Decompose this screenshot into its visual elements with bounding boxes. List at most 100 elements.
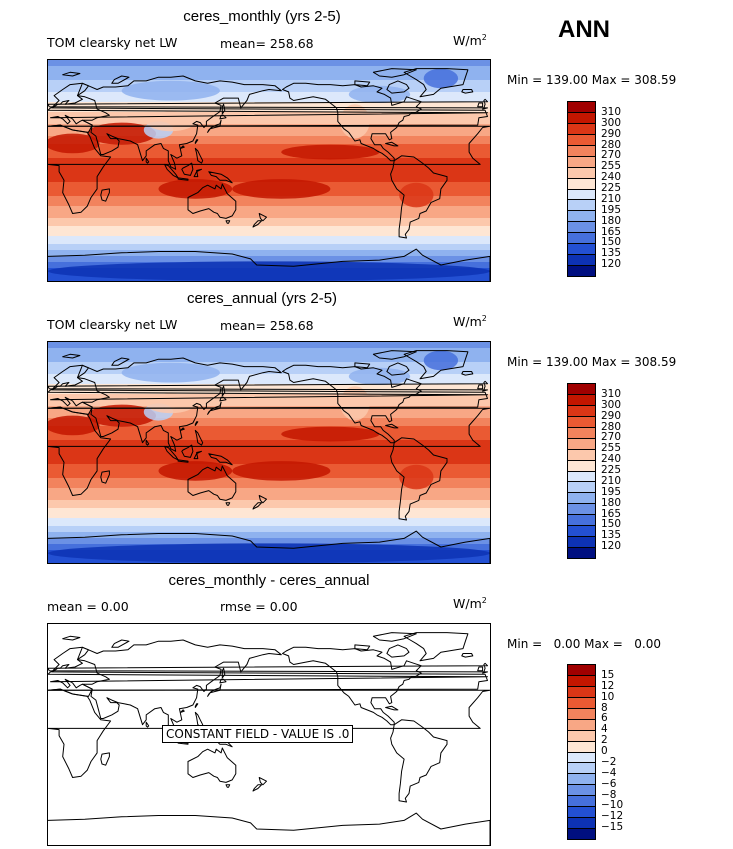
field-band: [48, 126, 490, 129]
field-band: [48, 174, 490, 177]
field-band: [48, 158, 490, 161]
coastline-novaya: [111, 357, 130, 366]
coastline-greenland: [403, 68, 469, 98]
colorbar-tick-label: 6: [601, 712, 608, 725]
coastline-svalbard: [62, 71, 81, 77]
field-band: [48, 202, 490, 205]
coastline-ellesmere: [372, 350, 417, 360]
coastline-borneo: [181, 162, 194, 176]
field-band: [48, 494, 490, 497]
coastline-japan2: [219, 396, 227, 402]
field-band: [48, 170, 490, 173]
colorbar-swatch: [568, 526, 595, 538]
coastline-sulawesi: [193, 450, 202, 460]
field-band: [48, 244, 490, 247]
field-band: [48, 484, 490, 487]
field-band: [48, 66, 490, 69]
field-band: [48, 238, 490, 241]
field-band: [48, 458, 490, 461]
coastline-ireland: [477, 666, 484, 672]
coastline-sakhalin: [221, 385, 226, 397]
field-band: [48, 420, 490, 423]
colorbar-swatch: [568, 460, 595, 472]
colorbar-swatch: [568, 741, 595, 753]
field-band: [48, 234, 490, 237]
field-band: [48, 510, 490, 513]
colorbar-tick-label: 300: [601, 398, 622, 411]
field-band: [48, 144, 490, 147]
field-band: [48, 228, 490, 231]
coastline-japan2: [219, 678, 227, 684]
colorbar-swatch: [568, 112, 595, 124]
field-band: [48, 440, 490, 443]
field-band: [48, 436, 490, 439]
colorbar-swatch: [568, 752, 595, 764]
coastlines: [48, 350, 490, 563]
field-band: [48, 380, 490, 383]
coastline-newzealand2: [252, 220, 263, 228]
coastline-samerica: [390, 437, 448, 521]
panel1-units: W/m2: [453, 33, 487, 49]
field-anomaly: [48, 261, 490, 281]
field-band: [48, 382, 490, 385]
field-band: [48, 250, 490, 253]
field-band: [48, 364, 490, 367]
coastline-newzealand2: [252, 784, 263, 792]
coastline-ellesmere: [372, 68, 417, 78]
field-band: [48, 378, 490, 381]
field-band: [48, 216, 490, 219]
colorbar-tick-label: 195: [601, 485, 622, 498]
colorbar-swatch: [568, 548, 595, 558]
coastline-java: [177, 177, 189, 181]
coastline-africa: [48, 688, 490, 778]
panel1-variable-label: TOM clearsky net LW: [47, 35, 178, 50]
colorbar-tick-label: 135: [601, 247, 622, 260]
field-band: [48, 60, 490, 63]
coastline-ireland: [477, 384, 484, 390]
field-band: [48, 518, 490, 521]
colorbar-tick-label: 270: [601, 431, 622, 444]
coastline-borneo: [181, 444, 194, 458]
field-band: [48, 524, 490, 527]
coastline-taiwan: [194, 139, 199, 144]
coastline-madagascar: [100, 188, 110, 202]
coastline-tasmania: [225, 502, 231, 506]
field-band: [48, 74, 490, 77]
field-band: [48, 514, 490, 517]
colorbar-swatch: [568, 134, 595, 146]
field-band: [48, 414, 490, 417]
field-band: [48, 166, 490, 169]
colorbar-swatch: [568, 178, 595, 190]
colorbar-swatch: [568, 730, 595, 742]
field-band: [48, 136, 490, 139]
colorbar-swatch: [568, 189, 595, 201]
field-band: [48, 68, 490, 71]
colorbar-tick-label: 270: [601, 149, 622, 162]
field-band: [48, 246, 490, 249]
field-band: [48, 122, 490, 125]
colorbar-tick-label: 120: [601, 540, 622, 553]
field-band: [48, 82, 490, 85]
field-band: [48, 124, 490, 127]
field-band: [48, 156, 490, 159]
field-anomaly: [423, 350, 459, 371]
colorbar-swatch: [568, 829, 595, 839]
coastline-ellesmere: [372, 632, 417, 642]
field-band: [48, 132, 490, 135]
field-band: [48, 148, 490, 151]
field-anomaly: [146, 393, 196, 414]
field-band: [48, 404, 490, 407]
field-band: [48, 530, 490, 533]
field-band: [48, 128, 490, 131]
field-anomaly: [423, 68, 459, 89]
field-band: [48, 516, 490, 519]
coastline-greenland: [403, 350, 469, 380]
field-band: [48, 94, 490, 97]
coastline-cuba: [385, 423, 399, 429]
field-band: [48, 70, 490, 73]
field-band: [48, 368, 490, 371]
colorbar-swatch: [568, 438, 595, 450]
colorbar-tick-label: 195: [601, 203, 622, 216]
field-band: [48, 444, 490, 447]
colorbar-swatch: [568, 416, 595, 428]
